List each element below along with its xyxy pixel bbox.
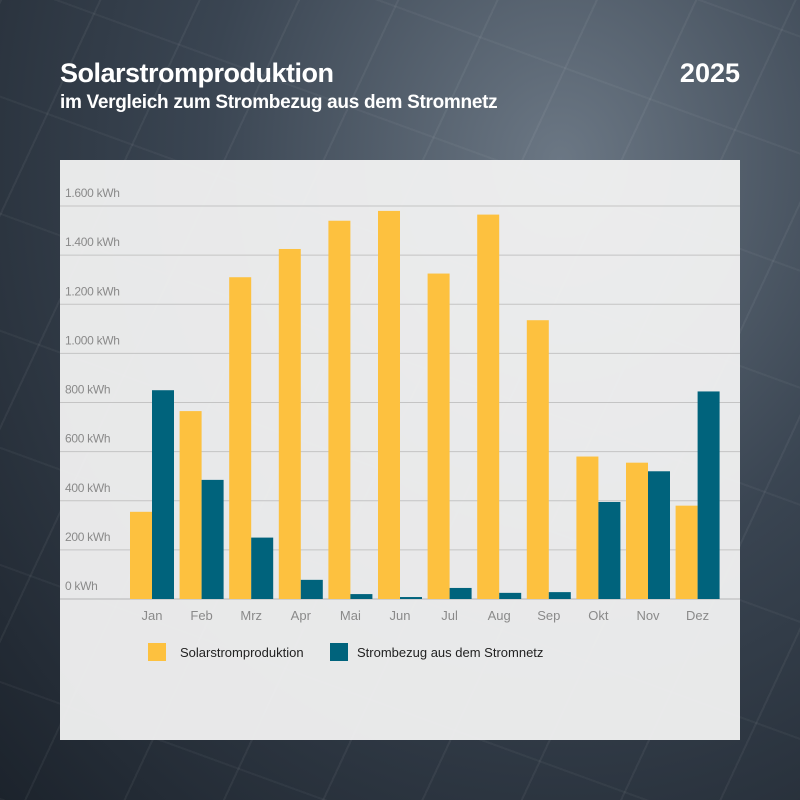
bar-solar [378, 210, 400, 599]
bar-grid [201, 479, 224, 599]
bar-solar [278, 248, 301, 599]
bar-grid [251, 537, 274, 599]
bar-grid [697, 391, 720, 599]
bar-grid [499, 592, 522, 599]
y-tick-label: 1.000 kWh [65, 333, 120, 347]
y-tick-label: 1.400 kWh [65, 235, 120, 249]
bar-grid [152, 390, 174, 599]
bar-grid [449, 587, 472, 599]
bar-solar [328, 220, 351, 600]
bar-grid [548, 592, 571, 599]
bar-solar [675, 505, 698, 599]
bar-solar [626, 462, 648, 599]
bar-grid [598, 501, 621, 599]
bar-solar [526, 320, 549, 599]
bar-grid [400, 597, 422, 599]
x-tick-label: Jul [441, 608, 458, 623]
x-tick-label: Aug [488, 608, 511, 623]
x-tick-label: Dez [686, 608, 709, 623]
chart-title: Solarstromproduktion [60, 58, 334, 88]
legend-swatch [148, 643, 166, 661]
x-tick-label: Sep [537, 608, 560, 623]
bar-grid [648, 471, 670, 599]
legend-label: Solarstromproduktion [180, 645, 304, 660]
x-tick-label: Okt [588, 608, 609, 623]
bar-grid [350, 594, 373, 599]
x-tick-label: Jan [142, 608, 163, 623]
legend-label: Strombezug aus dem Stromnetz [357, 645, 543, 660]
y-tick-label: 0 kWh [65, 579, 98, 593]
bar-grid [300, 579, 323, 599]
bar-solar [130, 511, 152, 599]
legend-swatch [330, 643, 348, 661]
x-tick-label: Feb [190, 608, 212, 623]
x-tick-label: Nov [636, 608, 660, 623]
chart-year: 2025 [679, 58, 740, 88]
bar-solar [576, 456, 599, 599]
x-tick-label: Jun [390, 608, 411, 623]
bar-solar [179, 411, 202, 599]
bar-solar [229, 277, 252, 599]
y-tick-label: 1.600 kWh [65, 186, 120, 200]
x-tick-label: Apr [291, 608, 312, 623]
y-tick-label: 1.200 kWh [65, 284, 120, 298]
y-tick-label: 200 kWh [65, 530, 110, 544]
y-tick-label: 400 kWh [65, 481, 110, 495]
x-tick-label: Mai [340, 608, 361, 623]
chart-subtitle: im Vergleich zum Strombezug aus dem Stro… [60, 92, 498, 113]
bar-solar [477, 214, 500, 600]
bar-solar [427, 273, 450, 599]
y-tick-label: 800 kWh [65, 383, 110, 397]
y-tick-label: 600 kWh [65, 432, 110, 446]
x-tick-label: Mrz [240, 608, 262, 623]
